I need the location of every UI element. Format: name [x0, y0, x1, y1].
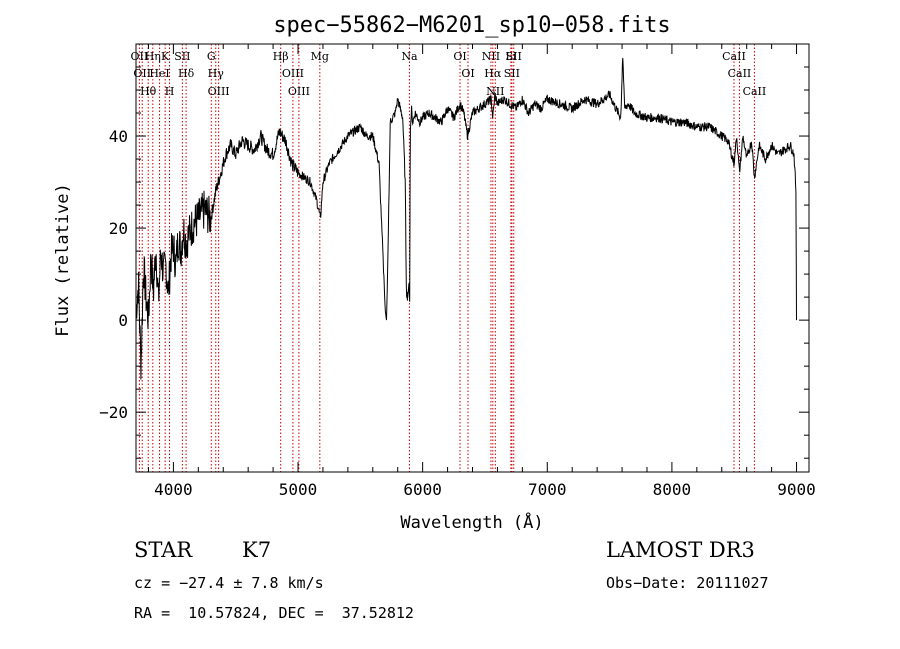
x-axis-ticks: 4000 5000 6000 7000 8000 9000 [147, 44, 816, 499]
y-tick-label: 40 [109, 127, 128, 146]
y-tick-label: 20 [109, 219, 128, 238]
line-label: OIII [282, 67, 304, 80]
y-axis-ticks: −20 0 20 40 [99, 66, 809, 459]
observation-date: Obs−Date: 20111027 [606, 574, 769, 592]
chart-title: spec−55862−M6201_sp10−058.fits [273, 13, 670, 38]
line-label: OIII [208, 85, 230, 98]
line-label: Hβ [273, 50, 289, 63]
x-tick-label: 6000 [403, 480, 442, 499]
line-label: Hα [484, 67, 502, 80]
line-label: Hη [145, 50, 161, 63]
line-label: SII [504, 67, 520, 80]
line-label: OIII [288, 85, 310, 98]
y-axis-label: Flux (relative) [53, 183, 73, 337]
spectral-line-labels: OII OII Hθ Hη HeI K H SII Hδ G Hγ OIII Hβ OIII OIII Mg N… [131, 50, 767, 98]
line-label: OI [453, 50, 466, 63]
line-label: OI [461, 67, 474, 80]
x-tick-label: 5000 [279, 480, 318, 499]
plot-frame [135, 43, 810, 473]
line-label: Mg [311, 50, 329, 63]
line-label: Hθ [140, 85, 157, 98]
line-label: NII [482, 50, 500, 63]
survey-name: LAMOST DR3 [606, 538, 755, 562]
line-label: Hγ [208, 67, 225, 80]
line-label: OII [133, 67, 151, 80]
line-label: Li [505, 50, 516, 63]
line-label: K [161, 50, 170, 63]
line-label: HeI [149, 67, 169, 80]
coordinates: RA = 10.57824, DEC = 37.52812 [134, 604, 414, 622]
x-tick-label: 7000 [528, 480, 567, 499]
redshift-velocity: cz = −27.4 ± 7.8 km/s [134, 574, 324, 592]
x-axis-label: Wavelength (Å) [400, 511, 543, 533]
line-label: CaII [743, 85, 767, 98]
line-label: Na [401, 50, 418, 63]
line-label: Hδ [178, 67, 195, 80]
line-label: CaII [722, 50, 746, 63]
line-label: OII [131, 50, 149, 63]
x-tick-label: 4000 [154, 480, 193, 499]
x-tick-label: 8000 [653, 480, 692, 499]
object-class: STAR [134, 538, 193, 562]
y-tick-label: −20 [99, 403, 128, 422]
line-label: SII [174, 50, 190, 63]
line-label: SII [506, 50, 522, 63]
object-subclass: K7 [242, 538, 272, 562]
line-label: H [165, 85, 175, 98]
line-label: G [207, 50, 216, 63]
x-tick-label: 9000 [777, 480, 816, 499]
spectrum-series [135, 57, 797, 380]
y-tick-label: 0 [118, 311, 128, 330]
line-label: CaII [728, 67, 752, 80]
